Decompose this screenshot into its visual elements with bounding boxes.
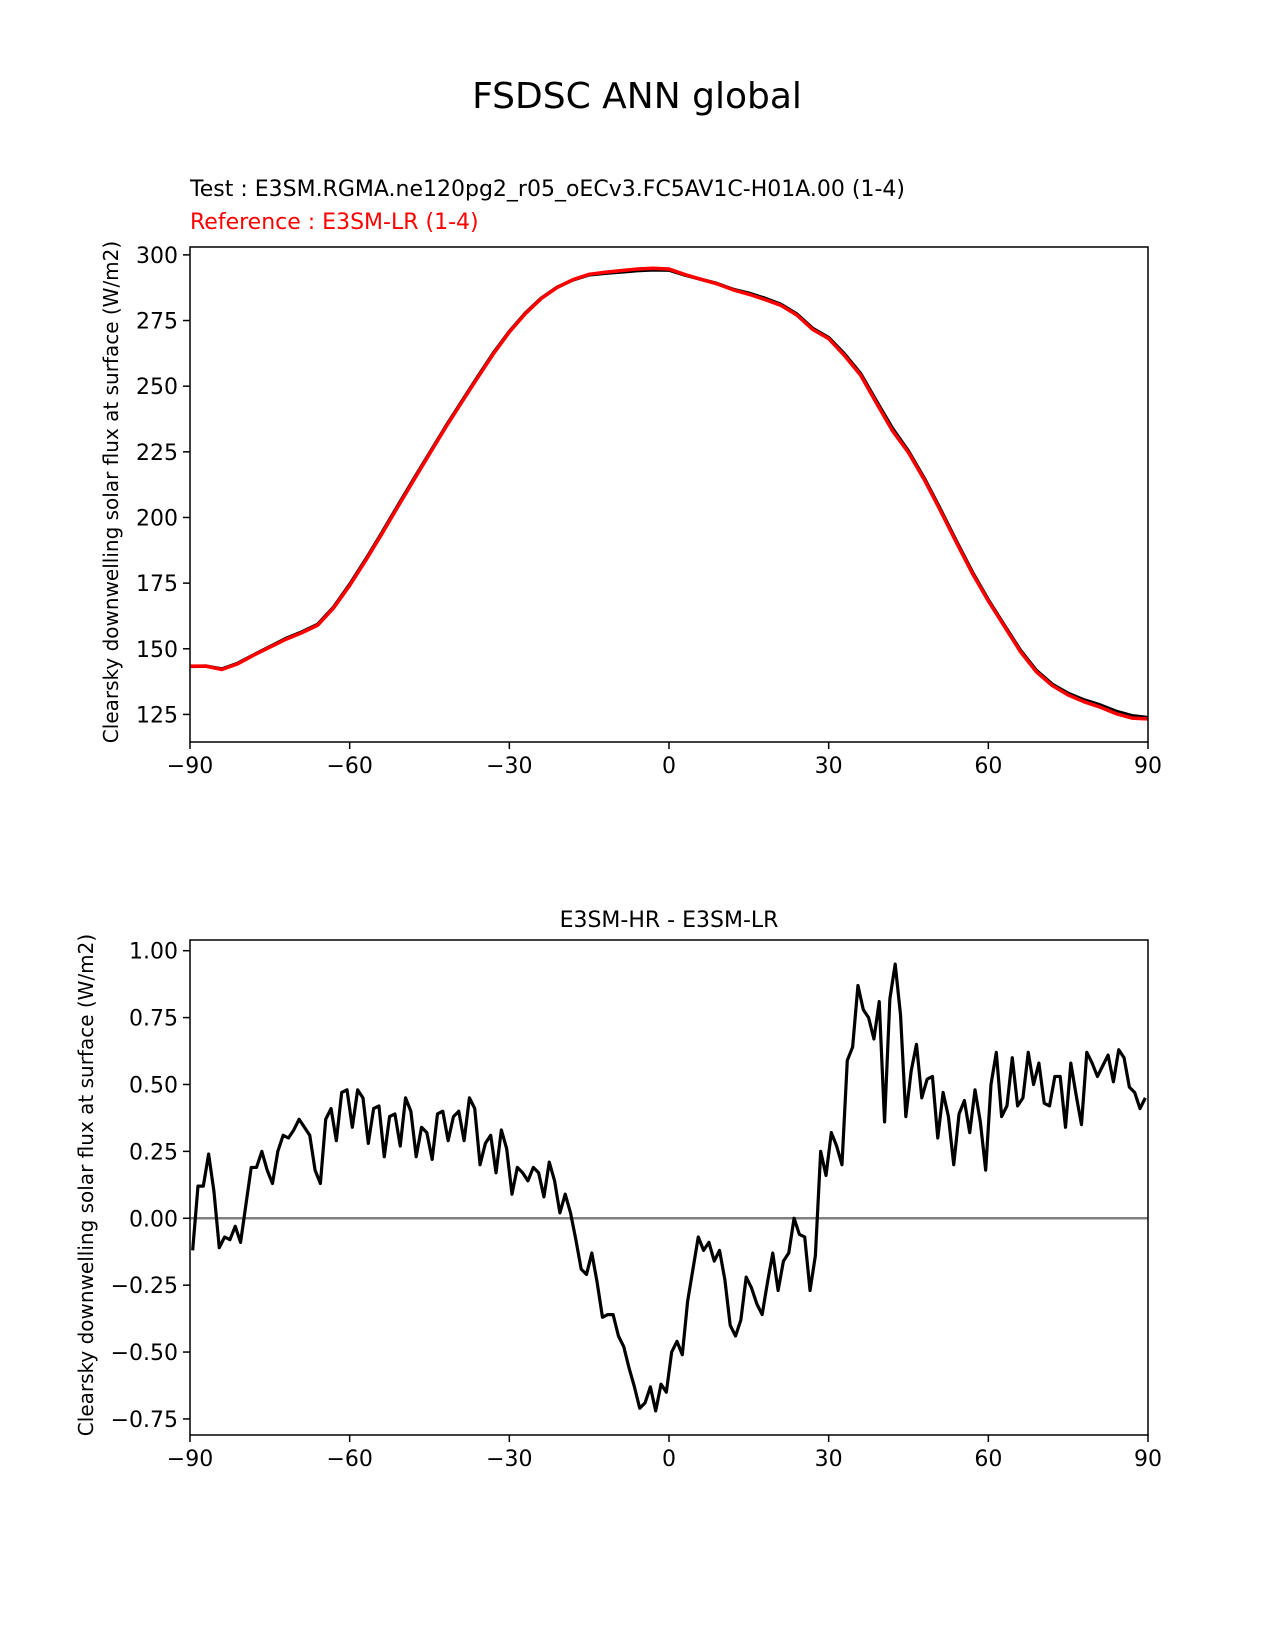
top-ytick-label: 225 xyxy=(136,441,178,466)
top-panel-ylabel: Clearsky downwelling solar flux at surfa… xyxy=(99,241,123,743)
bottom-ytick-label: 0.50 xyxy=(129,1073,178,1098)
top-ytick-label: 275 xyxy=(136,310,178,335)
top-xtick-label: −30 xyxy=(486,754,532,779)
bottom-ytick-label: −0.25 xyxy=(111,1274,178,1299)
bottom-xtick-label: −60 xyxy=(326,1447,372,1472)
top-xtick-label: 90 xyxy=(1134,754,1162,779)
top-ytick-label: 300 xyxy=(136,244,178,269)
top-ytick-label: 250 xyxy=(136,375,178,400)
top-xtick-label: −60 xyxy=(326,754,372,779)
bottom-xtick-label: −30 xyxy=(486,1447,532,1472)
bottom-xtick-label: 30 xyxy=(815,1447,843,1472)
bottom-xtick-label: −90 xyxy=(167,1447,213,1472)
top-panel-ticks: −90 −60 −30 0 30 60 90 125 150 175 200 225 250 275 300 xyxy=(136,244,1162,779)
top-ytick-label: 175 xyxy=(136,572,178,597)
bottom-ytick-label: 0.00 xyxy=(129,1207,178,1232)
top-panel-frame xyxy=(189,246,1149,743)
top-panel-test-title: Test : E3SM.RGMA.ne120pg2_r05_oECv3.FC5A… xyxy=(189,177,905,202)
top-ytick-label: 200 xyxy=(136,506,178,531)
bottom-panel: E3SM-HR - E3SM-LR Clearsky downwelling s… xyxy=(74,908,1162,1472)
top-ytick-label: 125 xyxy=(136,703,178,728)
top-xtick-label: −90 xyxy=(167,754,213,779)
figure-suptitle: FSDSC ANN global xyxy=(472,76,802,117)
top-panel: Test : E3SM.RGMA.ne120pg2_r05_oECv3.FC5A… xyxy=(99,177,1162,779)
bottom-ytick-label: 1.00 xyxy=(129,940,178,965)
top-panel-series xyxy=(189,266,1149,721)
bottom-panel-frame xyxy=(189,939,1149,1436)
bottom-ytick-label: −0.50 xyxy=(111,1341,178,1366)
bottom-series-line-e3sm-hr-e3sm-lr xyxy=(191,962,1147,1413)
bottom-xtick-label: 90 xyxy=(1134,1447,1162,1472)
top-xtick-label: 0 xyxy=(662,754,676,779)
bottom-ytick-label: 0.25 xyxy=(129,1140,178,1165)
bottom-ytick-label: 0.75 xyxy=(129,1007,178,1032)
bottom-xtick-label: 60 xyxy=(974,1447,1002,1472)
top-series-line-reference xyxy=(190,266,1149,721)
bottom-ytick-label: −0.75 xyxy=(111,1408,178,1433)
top-xtick-label: 60 xyxy=(974,754,1002,779)
top-xtick-label: 30 xyxy=(815,754,843,779)
top-panel-reference-title: Reference : E3SM-LR (1-4) xyxy=(190,210,479,235)
bottom-panel-title: E3SM-HR - E3SM-LR xyxy=(560,908,779,933)
bottom-xtick-label: 0 xyxy=(662,1447,676,1472)
bottom-panel-series xyxy=(191,962,1147,1413)
bottom-panel-ticks: −90 −60 −30 0 30 60 90 −0.75 −0.50 −0.25 0.00 0.25 0… xyxy=(111,940,1162,1472)
bottom-panel-ylabel: Clearsky downwelling solar flux at surfa… xyxy=(74,934,98,1436)
top-ytick-label: 150 xyxy=(136,638,178,663)
